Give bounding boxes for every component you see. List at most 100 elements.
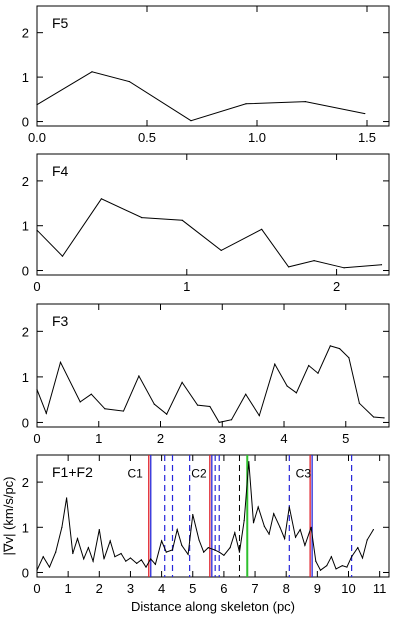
- x-tick-label: 2: [96, 581, 103, 596]
- data-point: [136, 562, 138, 565]
- x-tick-label: 1: [183, 279, 190, 294]
- data-point: [220, 249, 222, 251]
- y-tick-label: 1: [22, 219, 29, 234]
- data-point: [76, 537, 79, 540]
- data-point: [104, 408, 106, 410]
- data-point: [366, 539, 368, 541]
- data-point: [55, 551, 57, 553]
- data-point: [372, 528, 375, 531]
- data-point: [383, 417, 385, 419]
- y-tick-label: 1: [22, 370, 29, 385]
- data-point: [42, 556, 44, 558]
- marker-label: C1: [127, 467, 143, 481]
- data-point: [218, 551, 220, 553]
- x-tick-label: 5: [189, 581, 196, 596]
- data-point: [181, 219, 183, 221]
- data-point: [165, 551, 167, 553]
- x-tick-label: 8: [283, 581, 290, 596]
- data-point: [357, 547, 359, 549]
- data-point: [91, 71, 93, 73]
- panel-f3: 0 1 2 3 4 5 0 1 2 F3: [22, 303, 390, 446]
- data-point: [343, 267, 345, 269]
- plot-frame: [36, 153, 390, 276]
- data-point: [274, 363, 276, 365]
- data-point: [310, 526, 312, 528]
- data-point: [295, 392, 297, 394]
- x-tick-label: 0.0: [28, 130, 46, 145]
- data-point: [308, 364, 310, 367]
- y-tick-label: 1: [22, 70, 29, 85]
- x-tick-label: 11: [373, 581, 387, 596]
- panels: 0.0 0.5 1.0 1.5 0 1 2 F5 0 1 2 0 1 2 F4 0 1 2 3 4 5 0 1 2 F3 C1 C2…: [1, 5, 390, 614]
- x-tick-label: 0: [33, 431, 40, 446]
- x-tick-label: 1: [95, 431, 102, 446]
- data-point: [72, 552, 74, 555]
- marker-label: C2: [191, 467, 207, 481]
- data-point: [145, 566, 147, 568]
- data-point: [61, 255, 64, 257]
- data-point: [79, 401, 81, 403]
- data-point: [230, 419, 233, 421]
- data-point: [120, 552, 122, 555]
- data-point: [263, 525, 265, 527]
- data-point: [36, 389, 38, 391]
- data-point: [372, 416, 375, 418]
- data-point: [61, 526, 63, 528]
- data-point: [346, 566, 348, 568]
- data-point: [286, 385, 288, 387]
- data-point: [319, 569, 322, 571]
- data-point: [150, 558, 152, 560]
- y-tick-label: 2: [22, 26, 29, 41]
- data-point: [364, 112, 366, 115]
- data-point: [335, 568, 337, 570]
- data-point: [248, 461, 250, 463]
- y-axis-label: |∇v| (km/s/pc): [1, 476, 16, 555]
- data-point: [304, 544, 306, 546]
- data-point: [268, 533, 270, 535]
- x-tick-label: 6: [220, 581, 227, 596]
- x-tick-label: 0.5: [138, 130, 156, 145]
- x-tick-label: 4: [158, 581, 165, 596]
- y-tick-label: 1: [22, 520, 29, 535]
- y-tick-label: 0: [22, 264, 29, 279]
- x-tick-label: 3: [219, 431, 226, 446]
- data-point: [153, 403, 155, 405]
- marker-label: C3: [296, 467, 312, 481]
- data-point: [348, 357, 350, 359]
- x-tick-label: 1.0: [248, 130, 266, 145]
- data-point: [207, 547, 209, 549]
- data-point: [258, 415, 260, 417]
- data-point: [59, 361, 62, 363]
- data-point: [279, 526, 281, 528]
- data-point: [380, 264, 383, 266]
- y-tick-label: 0: [22, 115, 29, 130]
- panel-label: F3: [52, 313, 69, 329]
- data-point: [192, 514, 194, 516]
- x-tick-label: 7: [251, 581, 258, 596]
- x-tick-label: 1.5: [358, 130, 376, 145]
- data-point: [299, 528, 301, 531]
- data-point: [304, 100, 306, 103]
- data-point: [83, 558, 85, 560]
- x-tick-label: 10: [341, 581, 355, 596]
- data-point: [166, 413, 168, 415]
- data-point: [238, 551, 241, 553]
- data-point: [138, 375, 140, 377]
- x-tick-label: 2: [333, 279, 340, 294]
- data-point: [161, 540, 163, 542]
- data-point: [36, 229, 38, 231]
- data-point: [196, 404, 199, 406]
- data-point: [213, 549, 216, 551]
- data-point: [190, 120, 192, 122]
- x-tick-label: 5: [342, 431, 349, 446]
- data-point: [140, 559, 142, 561]
- data-point: [98, 528, 100, 531]
- data-point: [198, 539, 200, 541]
- data-point: [181, 381, 183, 383]
- data-point: [315, 560, 317, 562]
- x-tick-label: 1: [65, 581, 72, 596]
- data-point: [171, 549, 174, 551]
- data-point: [45, 412, 47, 414]
- data-point: [338, 348, 341, 350]
